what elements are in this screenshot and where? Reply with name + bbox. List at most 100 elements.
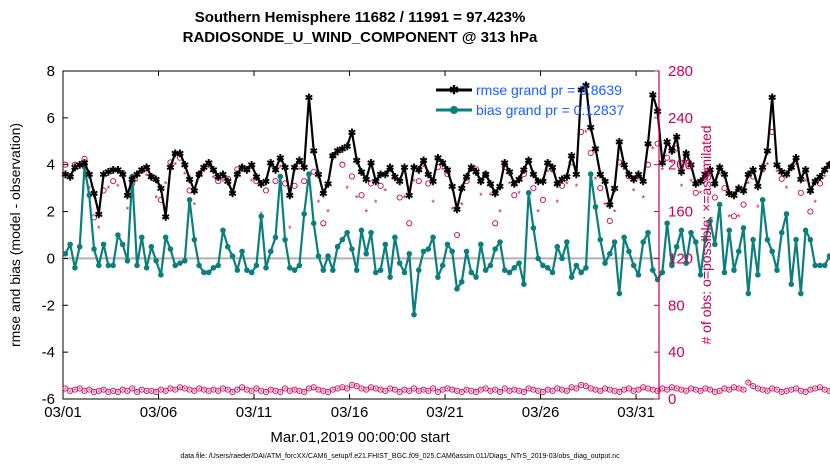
bias-point <box>692 239 699 245</box>
obs-count-possible-mark <box>363 386 370 393</box>
bias-point <box>602 260 608 266</box>
obs-count-possible-mark <box>745 379 752 386</box>
obs-count-assimilated-mark: * <box>193 389 196 396</box>
rmse-point: ✱ <box>491 189 500 200</box>
possible-obs-mark <box>301 178 308 185</box>
possible-obs-mark <box>339 161 346 168</box>
bias-point <box>716 201 723 208</box>
obs-count-assimilated-mark: * <box>513 388 516 395</box>
bias-point <box>344 229 350 236</box>
chart-subtitle: RADIOSONDE_U_WIND_COMPONENT @ 313 hPa <box>183 29 538 46</box>
obs-count-possible-mark <box>224 386 231 393</box>
rmse-point: ✱ <box>85 170 94 181</box>
obs-count-assimilated-mark: * <box>819 386 822 393</box>
bias-point <box>224 243 231 250</box>
possible-obs-mark <box>377 182 384 189</box>
y-left-tick-label: -2 <box>42 297 55 314</box>
rmse-point: ✱ <box>142 163 151 174</box>
assimilated-obs-mark: * <box>135 177 139 187</box>
obs-count-assimilated-mark: * <box>112 389 115 396</box>
obs-count-assimilated-mark: * <box>398 390 401 397</box>
assimilated-obs-mark: * <box>565 179 569 189</box>
bias-point <box>549 269 556 276</box>
rmse-point: ✱ <box>314 170 323 181</box>
assimilated-obs-mark: * <box>193 201 197 211</box>
obs-count-assimilated-mark: * <box>88 388 91 395</box>
rmse-point: ✱ <box>133 170 142 181</box>
rmse-point: ✱ <box>644 140 653 151</box>
bias-point <box>607 250 613 257</box>
obs-count-assimilated-mark: * <box>279 390 282 397</box>
possible-obs-mark <box>148 173 155 180</box>
obs-count-possible-mark <box>716 387 723 394</box>
obs-count-assimilated-mark: * <box>327 390 330 397</box>
obs-count-assimilated-mark: * <box>441 388 444 395</box>
obs-count-possible-mark <box>215 387 222 394</box>
bias-point <box>587 171 594 177</box>
obs-count-possible-mark <box>425 387 432 394</box>
bias-point <box>788 281 795 288</box>
rmse-point: ✱ <box>176 149 185 160</box>
rmse-point: ✱ <box>821 165 830 176</box>
bias-point <box>821 262 828 269</box>
assimilated-obs-mark: * <box>489 191 493 201</box>
bias-point <box>793 236 799 243</box>
rmse-point: ✱ <box>200 163 209 174</box>
rmse-point: ✱ <box>400 163 409 174</box>
obs-count-assimilated-mark: * <box>121 388 124 395</box>
obs-count-possible-mark <box>697 387 704 394</box>
bias-point <box>91 246 97 252</box>
obs-count-possible-mark <box>430 385 437 392</box>
bias-point <box>487 262 494 269</box>
possible-obs-mark <box>320 220 327 227</box>
obs-count-assimilated-mark: * <box>131 387 134 394</box>
y-left-tick-label: 0 <box>47 250 55 267</box>
rmse-point: ✱ <box>610 184 619 195</box>
obs-count-assimilated-mark: * <box>637 388 640 395</box>
assimilated-obs-mark: * <box>460 201 464 211</box>
rmse-point: ✱ <box>257 179 266 190</box>
obs-count-assimilated-mark: * <box>413 387 416 394</box>
possible-obs-mark <box>826 161 830 168</box>
assimilated-obs-mark: * <box>775 168 779 178</box>
rmse-point: ✱ <box>706 165 715 176</box>
bias-point <box>544 265 551 271</box>
rmse-point: ✱ <box>104 168 113 179</box>
rmse-point: ✱ <box>243 165 252 176</box>
rmse-point: ✱ <box>792 154 801 165</box>
x-tick-label: 03/31 <box>617 404 655 421</box>
rmse-point: ✱ <box>267 158 276 169</box>
possible-obs-mark <box>597 185 604 192</box>
obs-count-possible-mark <box>793 385 800 392</box>
bias-point <box>263 265 269 271</box>
obs-count-possible-mark <box>616 388 623 396</box>
rmse-point: ✱ <box>587 123 596 134</box>
rmse-series-layer: ✱✱✱✱✱✱✱✱✱✱✱✱✱✱✱✱✱✱✱✱✱✱✱✱✱✱✱✱✱✱✱✱✱✱✱✱✱✱✱✱… <box>61 81 830 223</box>
bias-point <box>659 269 666 276</box>
obs-count-assimilated-mark: * <box>599 389 602 396</box>
obs-count-assimilated-mark: * <box>804 390 807 397</box>
rmse-point: ✱ <box>157 184 166 195</box>
assimilated-obs-mark: * <box>794 161 798 171</box>
assimilated-obs-mark: * <box>107 184 111 194</box>
y-left-tick-label: -6 <box>42 391 55 408</box>
obs-count-possible-mark <box>501 385 508 392</box>
assimilated-obs-mark: * <box>126 205 130 215</box>
obs-count-assimilated-mark: * <box>608 388 611 395</box>
obs-count-assimilated-mark: * <box>394 388 397 395</box>
assimilated-obs-mark: * <box>145 171 149 181</box>
obs-count-assimilated-mark: * <box>351 383 354 390</box>
obs-count-possible-mark <box>229 388 236 396</box>
bias-point <box>649 267 656 273</box>
rmse-point: ✱ <box>811 177 820 188</box>
rmse-point: ✱ <box>544 158 553 169</box>
rmse-point: ✱ <box>238 163 247 174</box>
obs-count-possible-mark <box>434 388 441 396</box>
assimilated-obs-mark: * <box>632 186 636 196</box>
obs-count-possible-mark <box>100 386 107 393</box>
obs-count-assimilated-mark: * <box>780 390 783 397</box>
possible-obs-mark <box>215 178 222 185</box>
obs-count-assimilated-mark: * <box>661 387 664 394</box>
rmse-point: ✱ <box>209 165 218 176</box>
obs-count-assimilated-mark: * <box>303 390 306 397</box>
